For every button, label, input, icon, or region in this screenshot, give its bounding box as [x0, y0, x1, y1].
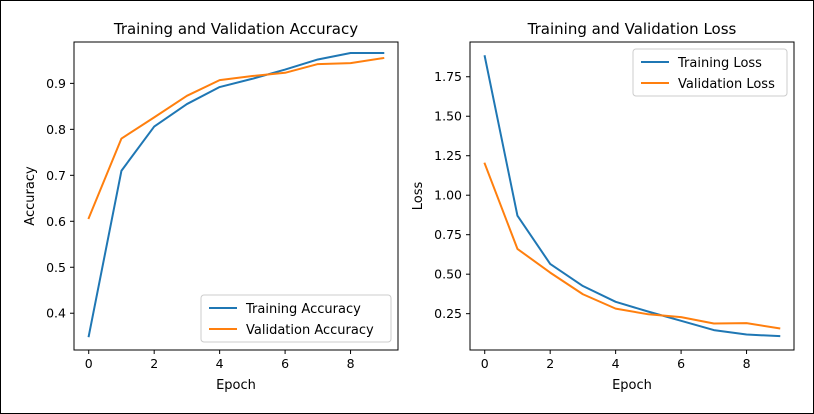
x-tick-label: 8 — [347, 356, 355, 371]
legend-box — [200, 294, 392, 343]
chart-loss: Training and Validation Loss 0 2 4 6 8 0.25 0.5… — [411, 20, 795, 393]
chart-title: Training and Validation Accuracy — [113, 20, 358, 38]
y-tick-label: 0.75 — [434, 227, 462, 242]
chart-title: Training and Validation Loss — [527, 20, 737, 38]
x-tick-label: 4 — [612, 356, 620, 371]
legend-label: Validation Loss — [678, 77, 775, 92]
x-axis-label: Epoch — [216, 378, 256, 393]
x-tick-label: 2 — [150, 356, 158, 371]
legend: Training Loss Validation Loss — [632, 48, 788, 97]
series-line-validation — [483, 162, 781, 330]
chart-accuracy: Training and Validation Accuracy 0 2 4 6 8 0.4… — [23, 20, 399, 393]
legend-label: Validation Accuracy — [246, 323, 374, 338]
x-tick-label: 4 — [216, 356, 224, 371]
y-tick-label: 0.4 — [46, 306, 66, 321]
x-tick-label: 6 — [281, 356, 289, 371]
y-tick-label: 0.9 — [46, 76, 66, 91]
y-tick-label: 0.7 — [46, 168, 66, 183]
x-tick-label: 8 — [743, 356, 751, 371]
y-axis-label: Accuracy — [23, 166, 38, 226]
series-line-training — [483, 55, 781, 338]
legend-box — [632, 48, 788, 97]
legend-label: Training Accuracy — [245, 302, 361, 317]
y-tick-label: 0.25 — [434, 306, 462, 321]
x-tick-label: 6 — [677, 356, 685, 371]
legend: Training Accuracy Validation Accuracy — [200, 294, 392, 343]
y-axis-label: Loss — [411, 182, 426, 211]
plot-area-frame — [469, 41, 795, 351]
y-tick-label: 1.75 — [434, 69, 462, 84]
y-tick-label: 0.6 — [46, 214, 66, 229]
y-tick-label: 0.50 — [434, 267, 462, 282]
y-tick-label: 0.5 — [46, 260, 66, 275]
series-line-training — [87, 52, 385, 338]
y-tick-label: 1.25 — [434, 148, 462, 163]
plot-area-frame — [73, 41, 399, 351]
y-tick-label: 1.50 — [434, 109, 462, 124]
series-line-validation — [87, 56, 385, 220]
x-tick-label: 0 — [481, 356, 489, 371]
y-tick-label: 1.00 — [434, 188, 462, 203]
legend-label: Training Loss — [677, 56, 762, 71]
x-axis-label: Epoch — [612, 378, 652, 393]
x-tick-label: 2 — [546, 356, 554, 371]
y-tick-label: 0.8 — [46, 122, 66, 137]
x-tick-label: 0 — [85, 356, 93, 371]
